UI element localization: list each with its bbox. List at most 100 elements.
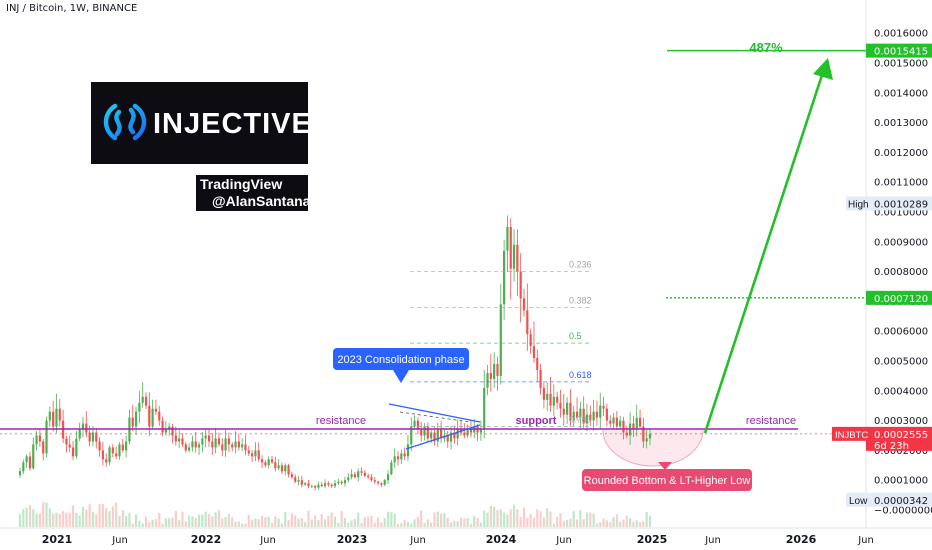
price-axis[interactable]: 0.0016000 0.0015000 0.0014000 0.0013000 0.00… xyxy=(832,29,932,517)
volume-bar xyxy=(416,517,419,527)
volume-bar xyxy=(585,512,589,527)
volume-bar xyxy=(58,513,61,527)
candle-body xyxy=(138,402,141,412)
volume-bar xyxy=(121,510,124,527)
candle-body xyxy=(559,402,562,409)
volume-bar xyxy=(207,514,211,527)
candle-body xyxy=(58,408,61,421)
current-price-tag-text: 6d 23h xyxy=(874,441,909,452)
volume-bar xyxy=(363,517,366,527)
volume-bar xyxy=(35,513,38,527)
volume-bar xyxy=(360,523,363,527)
volume-bar xyxy=(91,512,95,527)
candle-body xyxy=(174,435,177,442)
candle-body xyxy=(42,441,45,454)
volume-bar xyxy=(251,519,254,527)
volume-bar xyxy=(277,518,280,527)
candle-body xyxy=(300,480,303,485)
candle-body xyxy=(251,453,254,457)
candle-body xyxy=(241,444,244,448)
volume-bar xyxy=(473,516,476,527)
volume-bar xyxy=(280,523,284,527)
candle-body xyxy=(171,426,174,436)
volume-bar xyxy=(582,519,585,527)
volume-bar xyxy=(161,523,164,527)
candle-body xyxy=(393,456,396,463)
volume-bar xyxy=(81,506,85,527)
candle-body xyxy=(118,444,121,457)
volume-bar xyxy=(642,521,645,527)
y-tick-label: 0.0004000 xyxy=(874,386,928,397)
candle-body xyxy=(314,486,317,488)
volume-bar xyxy=(486,512,489,527)
candle-body xyxy=(569,402,572,421)
candle-body xyxy=(194,441,197,448)
volume-bar xyxy=(317,520,320,527)
y-tick-label: 0.0002000 xyxy=(874,446,928,457)
candle-body xyxy=(214,438,217,448)
candle-body xyxy=(227,438,230,445)
consolidation-callout-box xyxy=(333,348,469,370)
volume-bar xyxy=(111,506,114,527)
volume-bar xyxy=(260,516,264,527)
volume-bar xyxy=(519,516,522,527)
volume-bar xyxy=(108,510,111,527)
volume-bar xyxy=(333,516,337,527)
volume-bar xyxy=(619,521,622,527)
volume-bar xyxy=(552,523,555,527)
candle-body xyxy=(108,447,111,463)
candle-body xyxy=(516,244,519,272)
candle-body xyxy=(237,441,240,448)
candle-body xyxy=(125,441,128,451)
volume-bar xyxy=(622,519,625,527)
candle-body xyxy=(320,484,323,487)
volume-bar xyxy=(274,516,277,527)
volume-bar xyxy=(638,522,642,527)
y-tick-label: 0.0010000 xyxy=(874,208,928,219)
candle-body xyxy=(161,420,164,433)
volume-bar xyxy=(174,510,177,527)
volume-bar xyxy=(71,505,75,527)
volume-bar xyxy=(549,511,552,527)
candle-body xyxy=(154,408,158,412)
candle-body xyxy=(111,447,114,454)
candle-body xyxy=(52,411,55,427)
fib-level-label: 0.382 xyxy=(569,295,592,305)
volume-bar xyxy=(337,522,340,527)
candle-body xyxy=(638,417,642,427)
candle-body xyxy=(503,250,506,305)
candle-body xyxy=(546,393,549,400)
volume-bar xyxy=(423,522,426,527)
candle-body xyxy=(579,408,582,418)
volume-bar xyxy=(75,512,78,527)
y-tick-label: 0.0001000 xyxy=(874,476,928,487)
volume-bar xyxy=(257,519,260,527)
symbol-header: INJ / Bitcoin, 1W, BINANCE xyxy=(6,3,138,14)
candle-body xyxy=(71,447,75,457)
volume-bar xyxy=(178,520,181,527)
attribution-line2: @AlanSantana xyxy=(212,193,311,209)
volume-bar xyxy=(194,518,197,527)
time-axis[interactable]: 2021 Jun 2022 Jun 2023 Jun 2024 Jun 2025 Jun 2026 J… xyxy=(42,533,874,546)
volume-bar xyxy=(440,513,443,527)
low-label-bg xyxy=(846,492,866,507)
candle-body xyxy=(367,475,370,478)
candle-body xyxy=(290,474,293,478)
current-price-tag-text: 0.0002555 xyxy=(874,430,928,441)
volume-bar xyxy=(367,516,370,527)
x-tick-label: Jun xyxy=(259,535,276,546)
volume-bar xyxy=(227,513,230,527)
volume-bar xyxy=(211,516,214,527)
candle-body xyxy=(526,310,529,335)
candle-body xyxy=(181,438,184,445)
candle-body xyxy=(589,414,592,421)
volume-bar xyxy=(144,516,148,527)
candle-body xyxy=(231,444,234,448)
support-label: support xyxy=(516,415,557,427)
candle-body xyxy=(572,411,575,421)
candle-body xyxy=(78,429,81,439)
volume-bar xyxy=(353,519,356,527)
candle-body xyxy=(486,372,489,388)
y-tick-label: 0.0011000 xyxy=(874,178,928,189)
